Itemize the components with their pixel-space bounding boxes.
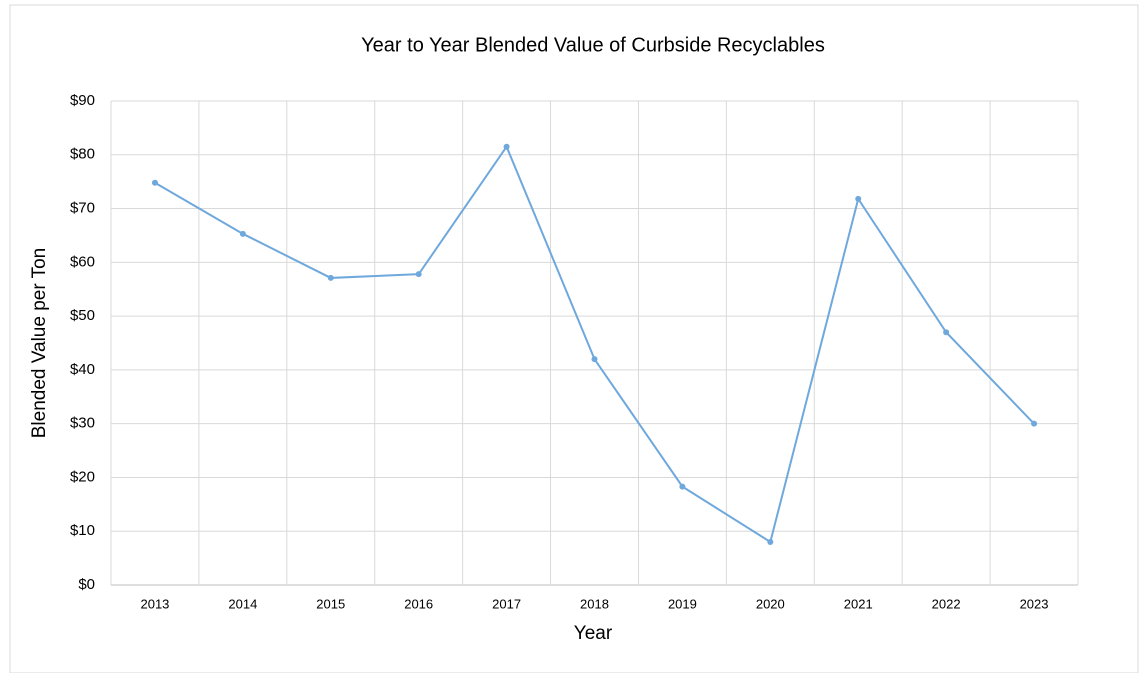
data-point (415, 271, 422, 278)
data-point (239, 230, 246, 237)
data-point (503, 143, 510, 150)
y-tick-label: $0 (78, 576, 95, 593)
chart-frame (9, 4, 1139, 673)
y-tick-label: $70 (70, 200, 95, 217)
data-point (679, 483, 686, 490)
x-tick-label: 2013 (140, 596, 169, 611)
y-tick-label: $40 (70, 361, 95, 378)
x-axis-label: Year (574, 623, 613, 644)
y-tick-label: $60 (70, 253, 95, 270)
data-point (943, 329, 950, 336)
x-tick-label: 2021 (844, 596, 873, 611)
y-tick-label: $30 (70, 415, 95, 432)
y-tick-label: $80 (70, 146, 95, 163)
x-tick-label: 2022 (932, 596, 961, 611)
y-tick-label: $50 (70, 307, 95, 324)
x-tick-label: 2023 (1020, 596, 1049, 611)
x-tick-label: 2015 (316, 596, 345, 611)
data-point (151, 179, 158, 186)
chart-title: Year to Year Blended Value of Curbside R… (361, 34, 825, 56)
data-point (327, 274, 334, 281)
y-axis-label: Blended Value per Ton (29, 248, 50, 439)
y-tick-label: $20 (70, 468, 95, 485)
x-tick-label: 2016 (404, 596, 433, 611)
data-point (591, 356, 598, 363)
x-tick-label: 2014 (228, 596, 257, 611)
data-point (767, 538, 774, 545)
x-tick-label: 2017 (492, 596, 521, 611)
data-point (855, 195, 862, 202)
data-point (1031, 420, 1038, 427)
x-tick-label: 2020 (756, 596, 785, 611)
y-tick-label: $90 (70, 92, 95, 109)
x-tick-label: 2019 (668, 596, 697, 611)
x-tick-label: 2018 (580, 596, 609, 611)
y-tick-label: $10 (70, 522, 95, 539)
